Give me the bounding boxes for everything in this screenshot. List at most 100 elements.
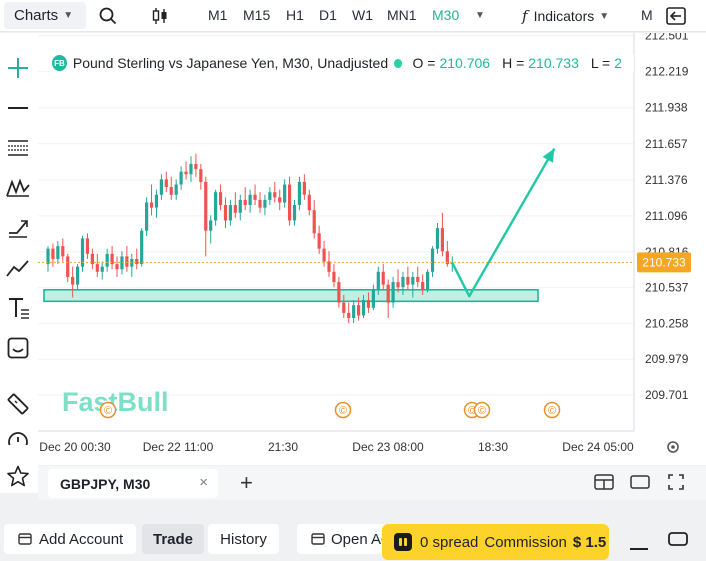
horizontal-line-icon[interactable] xyxy=(5,95,31,121)
candle xyxy=(307,189,311,216)
function-icon: f xyxy=(522,7,528,25)
candle xyxy=(366,292,371,313)
top-toolbar: Charts ▼ M1 M15 H1 D1 W1 MN1 M30 ▼ f Ind… xyxy=(0,0,706,32)
event-marker-label: © xyxy=(548,405,556,417)
spread-commission-promo[interactable]: 0 spread Commission $ 1.5 xyxy=(382,524,609,560)
chevron-down-icon: ▼ xyxy=(599,10,610,22)
candle xyxy=(184,161,188,180)
open-account-button[interactable]: Open Ac xyxy=(297,524,397,554)
candle xyxy=(356,297,361,321)
chart-tab-bar: GBPJPY, M30 × + xyxy=(38,466,706,500)
high-label: H = xyxy=(502,55,525,71)
fullscreen-icon[interactable] xyxy=(668,474,684,495)
open-account-label: Open Ac xyxy=(331,530,389,548)
market-status-icon xyxy=(394,58,403,68)
chart-tab-label: GBPJPY, M30 xyxy=(60,475,151,492)
close-icon[interactable]: × xyxy=(199,474,208,491)
candle xyxy=(361,294,366,319)
candle xyxy=(95,253,99,277)
chart-legend: FB Pound Sterling vs Japanese Yen, M30, … xyxy=(52,54,634,72)
candle xyxy=(189,156,193,182)
economic-event-marker[interactable]: © xyxy=(334,401,352,419)
maximize-icon[interactable] xyxy=(668,532,688,551)
candle xyxy=(135,248,139,270)
chart-settings-icon[interactable] xyxy=(667,441,679,453)
timeframe-m30[interactable]: M30 xyxy=(432,7,460,23)
timeframe-chevron-down-icon[interactable]: ▼ xyxy=(475,10,485,21)
timeframe-w1[interactable]: W1 xyxy=(352,7,373,23)
candle xyxy=(71,266,75,298)
fullscreen-exit-icon[interactable] xyxy=(666,6,686,26)
open-value: 210.706 xyxy=(439,55,491,71)
candle xyxy=(90,248,94,270)
x-tick-label: Dec 24 05:00 xyxy=(562,440,634,454)
price-chart[interactable]: FastBull © © © © © 212.501212.219211.938211.… xyxy=(38,28,706,465)
indicators-button[interactable]: f Indicators ▼ xyxy=(522,7,609,25)
timeframe-m1[interactable]: M1 xyxy=(208,7,228,23)
event-marker-label: © xyxy=(478,405,486,417)
low-value: 2 xyxy=(614,55,622,71)
charts-menu-label: Charts xyxy=(14,7,59,24)
fastbull-logo-icon: FB xyxy=(52,55,67,71)
emoji-icon[interactable] xyxy=(5,335,31,361)
projection-arrow[interactable] xyxy=(451,147,556,298)
promo-commission: Commission xyxy=(484,533,567,551)
search-icon[interactable] xyxy=(98,6,118,26)
add-tab-button[interactable]: + xyxy=(240,470,253,495)
history-tab[interactable]: History xyxy=(208,524,279,554)
star-icon[interactable] xyxy=(5,463,31,489)
candle xyxy=(287,176,292,226)
card-icon xyxy=(311,533,325,545)
candle xyxy=(278,189,282,211)
trend-channel-icon[interactable] xyxy=(5,215,31,241)
candle xyxy=(312,199,316,239)
candle xyxy=(391,276,395,308)
pattern-icon[interactable] xyxy=(5,175,31,201)
candle xyxy=(56,240,60,265)
low-label: L = xyxy=(590,55,611,71)
toolbar-overflow-item[interactable]: M xyxy=(641,7,653,23)
candlestick-icon[interactable] xyxy=(150,6,170,26)
chart-panel[interactable]: FastBull © © © © © 212.501 212.219 211.938 211.… xyxy=(38,28,706,465)
ruler-icon[interactable] xyxy=(5,391,31,417)
candle xyxy=(292,199,297,226)
chart-tab-gbpjpy[interactable]: GBPJPY, M30 × xyxy=(48,469,218,498)
timeframe-h1[interactable]: H1 xyxy=(286,7,304,23)
timeframe-m15[interactable]: M15 xyxy=(243,7,271,23)
candle xyxy=(263,194,267,216)
layout-icon[interactable] xyxy=(594,474,614,495)
candle xyxy=(66,253,70,283)
candle xyxy=(233,192,237,218)
history-label: History xyxy=(220,530,267,548)
magnet-icon[interactable] xyxy=(5,431,31,445)
support-zone[interactable] xyxy=(43,288,539,303)
trend-line-icon[interactable] xyxy=(5,255,31,281)
timeframe-d1[interactable]: D1 xyxy=(319,7,337,23)
symbol-title[interactable]: Pound Sterling vs Japanese Yen, M30, Una… xyxy=(72,55,389,71)
broker-logo-icon xyxy=(394,533,412,551)
candle xyxy=(406,266,410,290)
candle xyxy=(371,284,375,311)
candle xyxy=(140,228,144,267)
add-account-button[interactable]: Add Account xyxy=(4,524,136,554)
candle xyxy=(411,271,415,298)
charts-menu-button[interactable]: Charts ▼ xyxy=(4,2,86,29)
candle xyxy=(209,215,213,244)
x-tick-label: Dec 23 08:00 xyxy=(352,440,424,454)
promo-amount: $ 1.5 xyxy=(572,533,607,551)
single-window-icon[interactable] xyxy=(630,474,650,495)
economic-event-marker[interactable]: © xyxy=(473,401,491,419)
crosshair-icon[interactable] xyxy=(5,55,31,81)
text-tool-icon[interactable] xyxy=(5,295,31,321)
trade-tab[interactable]: Trade xyxy=(142,524,204,554)
bottom-panel-bar: Add Account Trade History Open Ac 0 spre… xyxy=(0,516,706,561)
candle xyxy=(302,174,306,200)
y-tick-label: 212.501 xyxy=(645,33,689,42)
candle xyxy=(430,246,435,277)
fib-retracement-icon[interactable] xyxy=(5,135,31,161)
minimize-icon[interactable] xyxy=(630,538,648,556)
x-tick-label: 21:30 xyxy=(268,440,298,454)
economic-event-marker[interactable]: © xyxy=(99,401,117,419)
economic-event-marker[interactable]: © xyxy=(543,401,561,419)
timeframe-mn1[interactable]: MN1 xyxy=(387,7,417,23)
